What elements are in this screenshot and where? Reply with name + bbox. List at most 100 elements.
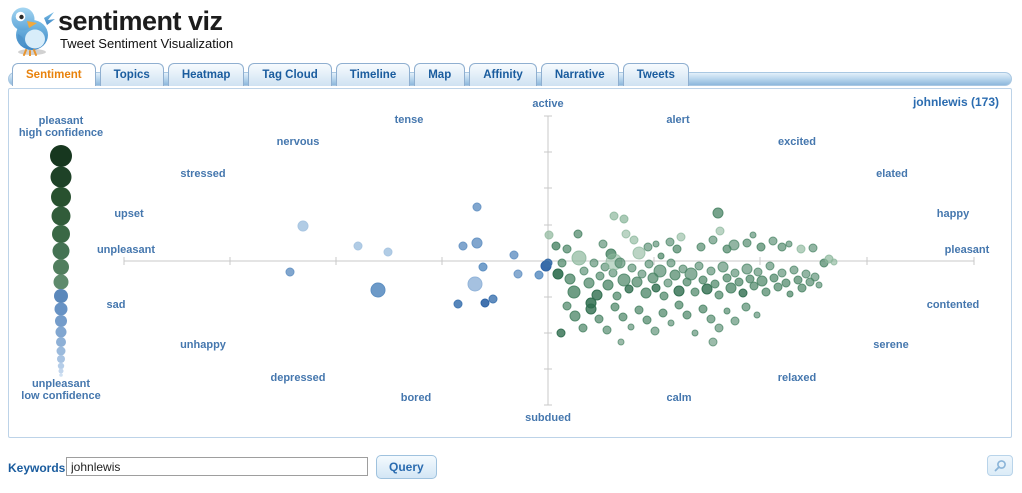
- tweet-data-point[interactable]: [706, 266, 716, 276]
- tweet-data-point[interactable]: [627, 323, 635, 331]
- tweet-data-point[interactable]: [589, 258, 599, 268]
- tweet-data-point[interactable]: [453, 299, 463, 309]
- tweet-data-point[interactable]: [578, 323, 588, 333]
- tweet-data-point[interactable]: [534, 270, 544, 280]
- tweet-data-point[interactable]: [715, 226, 725, 236]
- tweet-data-point[interactable]: [777, 268, 787, 278]
- tweet-data-point[interactable]: [659, 291, 669, 301]
- tweet-data-point[interactable]: [694, 261, 704, 271]
- tweet-data-point[interactable]: [571, 250, 587, 266]
- tweet-data-point[interactable]: [658, 308, 668, 318]
- tweet-data-point[interactable]: [471, 237, 483, 249]
- tweet-data-point[interactable]: [741, 263, 753, 275]
- tweet-data-point[interactable]: [698, 275, 708, 285]
- tweet-data-point[interactable]: [583, 277, 595, 289]
- tweet-data-point[interactable]: [643, 242, 653, 252]
- tweet-data-point[interactable]: [761, 287, 771, 297]
- tweet-data-point[interactable]: [673, 285, 685, 297]
- tweet-data-point[interactable]: [631, 276, 643, 288]
- tab-sentiment[interactable]: Sentiment: [12, 63, 96, 86]
- tab-tweets[interactable]: Tweets: [622, 63, 689, 86]
- tweet-data-point[interactable]: [777, 242, 787, 252]
- tweet-data-point[interactable]: [682, 310, 692, 320]
- tweet-data-point[interactable]: [789, 265, 799, 275]
- tweet-data-point[interactable]: [467, 276, 483, 292]
- tweet-data-point[interactable]: [722, 273, 732, 283]
- tweet-data-point[interactable]: [667, 319, 675, 327]
- tweet-data-point[interactable]: [786, 290, 794, 298]
- tweet-data-point[interactable]: [595, 271, 605, 281]
- tweet-data-point[interactable]: [768, 236, 778, 246]
- tweet-data-point[interactable]: [714, 290, 724, 300]
- tweet-data-point[interactable]: [815, 281, 823, 289]
- tweet-data-point[interactable]: [796, 244, 806, 254]
- tweet-data-point[interactable]: [640, 287, 652, 299]
- tweet-data-point[interactable]: [637, 269, 647, 279]
- tweet-data-point[interactable]: [617, 273, 631, 287]
- tab-map[interactable]: Map: [414, 63, 466, 86]
- tweet-data-point[interactable]: [651, 283, 661, 293]
- tweet-data-point[interactable]: [602, 279, 614, 291]
- tweet-data-point[interactable]: [698, 304, 708, 314]
- tweet-data-point[interactable]: [710, 279, 720, 289]
- tweet-data-point[interactable]: [383, 247, 393, 257]
- tweet-data-point[interactable]: [480, 298, 490, 308]
- tweet-data-point[interactable]: [478, 262, 488, 272]
- tweet-data-point[interactable]: [598, 239, 608, 249]
- tweet-data-point[interactable]: [830, 258, 838, 266]
- tab-heatmap[interactable]: Heatmap: [167, 63, 245, 86]
- tweet-data-point[interactable]: [749, 281, 759, 291]
- tweet-data-point[interactable]: [793, 275, 803, 285]
- tweet-data-point[interactable]: [742, 238, 752, 248]
- tweet-data-point[interactable]: [551, 241, 561, 251]
- tweet-data-point[interactable]: [749, 231, 757, 239]
- tweet-data-point[interactable]: [569, 310, 581, 322]
- keywords-input[interactable]: [66, 457, 368, 476]
- tweet-data-point[interactable]: [579, 266, 589, 276]
- tweet-data-point[interactable]: [629, 235, 639, 245]
- tweet-data-point[interactable]: [285, 267, 295, 277]
- tweet-data-point[interactable]: [665, 237, 675, 247]
- tweet-data-point[interactable]: [564, 273, 576, 285]
- tweet-data-point[interactable]: [552, 268, 564, 280]
- tweet-data-point[interactable]: [370, 282, 386, 298]
- tweet-data-point[interactable]: [684, 267, 698, 281]
- tweet-data-point[interactable]: [756, 275, 768, 287]
- tweet-data-point[interactable]: [691, 329, 699, 337]
- tweet-data-point[interactable]: [297, 220, 309, 232]
- query-button[interactable]: Query: [376, 455, 437, 479]
- tweet-data-point[interactable]: [730, 268, 740, 278]
- tweet-data-point[interactable]: [585, 303, 597, 315]
- tweet-data-point[interactable]: [353, 241, 363, 251]
- tweet-data-point[interactable]: [602, 325, 612, 335]
- tweet-data-point[interactable]: [618, 312, 628, 322]
- tweet-data-point[interactable]: [810, 272, 820, 282]
- tweet-data-point[interactable]: [657, 252, 665, 260]
- tweet-data-point[interactable]: [556, 328, 566, 338]
- tab-affinity[interactable]: Affinity: [469, 63, 537, 86]
- tab-narrative[interactable]: Narrative: [540, 63, 619, 86]
- search-settings-button[interactable]: [987, 455, 1013, 476]
- tweet-data-point[interactable]: [706, 314, 716, 324]
- tweet-data-point[interactable]: [621, 229, 631, 239]
- tweet-data-point[interactable]: [723, 307, 731, 315]
- tweet-data-point[interactable]: [653, 264, 667, 278]
- tweet-data-point[interactable]: [666, 258, 676, 268]
- tweet-data-point[interactable]: [634, 305, 644, 315]
- tweet-data-point[interactable]: [642, 315, 652, 325]
- tweet-data-point[interactable]: [488, 294, 498, 304]
- tweet-data-point[interactable]: [663, 278, 673, 288]
- tweet-data-point[interactable]: [617, 338, 625, 346]
- tweet-data-point[interactable]: [712, 207, 724, 219]
- tweet-data-point[interactable]: [781, 278, 791, 288]
- tweet-data-point[interactable]: [644, 259, 654, 269]
- tweet-data-point[interactable]: [669, 269, 681, 281]
- tweet-data-point[interactable]: [594, 314, 604, 324]
- tweet-data-point[interactable]: [738, 288, 748, 298]
- tweet-data-point[interactable]: [745, 274, 755, 284]
- tweet-data-point[interactable]: [753, 267, 763, 277]
- tweet-data-point[interactable]: [753, 311, 761, 319]
- tweet-data-point[interactable]: [509, 250, 519, 260]
- tweet-data-point[interactable]: [513, 269, 523, 279]
- tab-tag-cloud[interactable]: Tag Cloud: [248, 63, 332, 86]
